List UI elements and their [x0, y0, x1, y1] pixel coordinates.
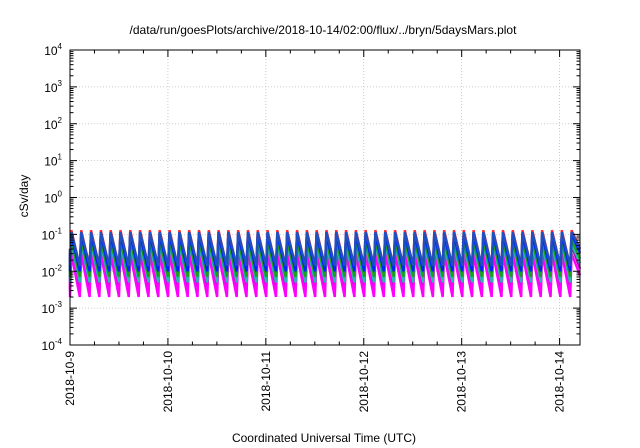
- series-line-7: [68, 231, 582, 267]
- y-tick-label: 100: [44, 190, 62, 206]
- grid: [70, 50, 580, 345]
- y-tick-label: 102: [44, 116, 62, 132]
- x-tick-label: 2018-10-13: [455, 351, 469, 413]
- y-tick-label: 10-3: [42, 300, 63, 316]
- x-tick-label: 2018-10-9: [63, 351, 77, 406]
- y-axis: 10-4 10-3 10-2 10-1 100 101 102 103 104: [42, 42, 580, 353]
- x-tick-label: 2018-10-14: [553, 351, 567, 413]
- x-tick-label: 2018-10-11: [259, 351, 273, 412]
- y-axis-label: cSv/day: [17, 175, 31, 218]
- y-tick-label: 104: [44, 42, 62, 58]
- y-tick-label: 103: [44, 79, 62, 95]
- y-tick-label: 101: [44, 153, 62, 169]
- y-tick-label: 10-1: [42, 226, 63, 242]
- x-tick-label: 2018-10-12: [357, 351, 371, 413]
- chart-title: /data/run/goesPlots/archive/2018-10-14/0…: [130, 23, 518, 37]
- x-axis-label: Coordinated Universal Time (UTC): [232, 431, 416, 445]
- series-group: [68, 229, 582, 298]
- y-tick-label: 10-2: [42, 263, 63, 279]
- x-tick-label: 2018-10-10: [161, 351, 175, 413]
- x-axis: 2018-10-9 2018-10-10 2018-10-11 2018-10-12 2…: [63, 50, 567, 412]
- y-tick-label: 10-4: [42, 337, 63, 353]
